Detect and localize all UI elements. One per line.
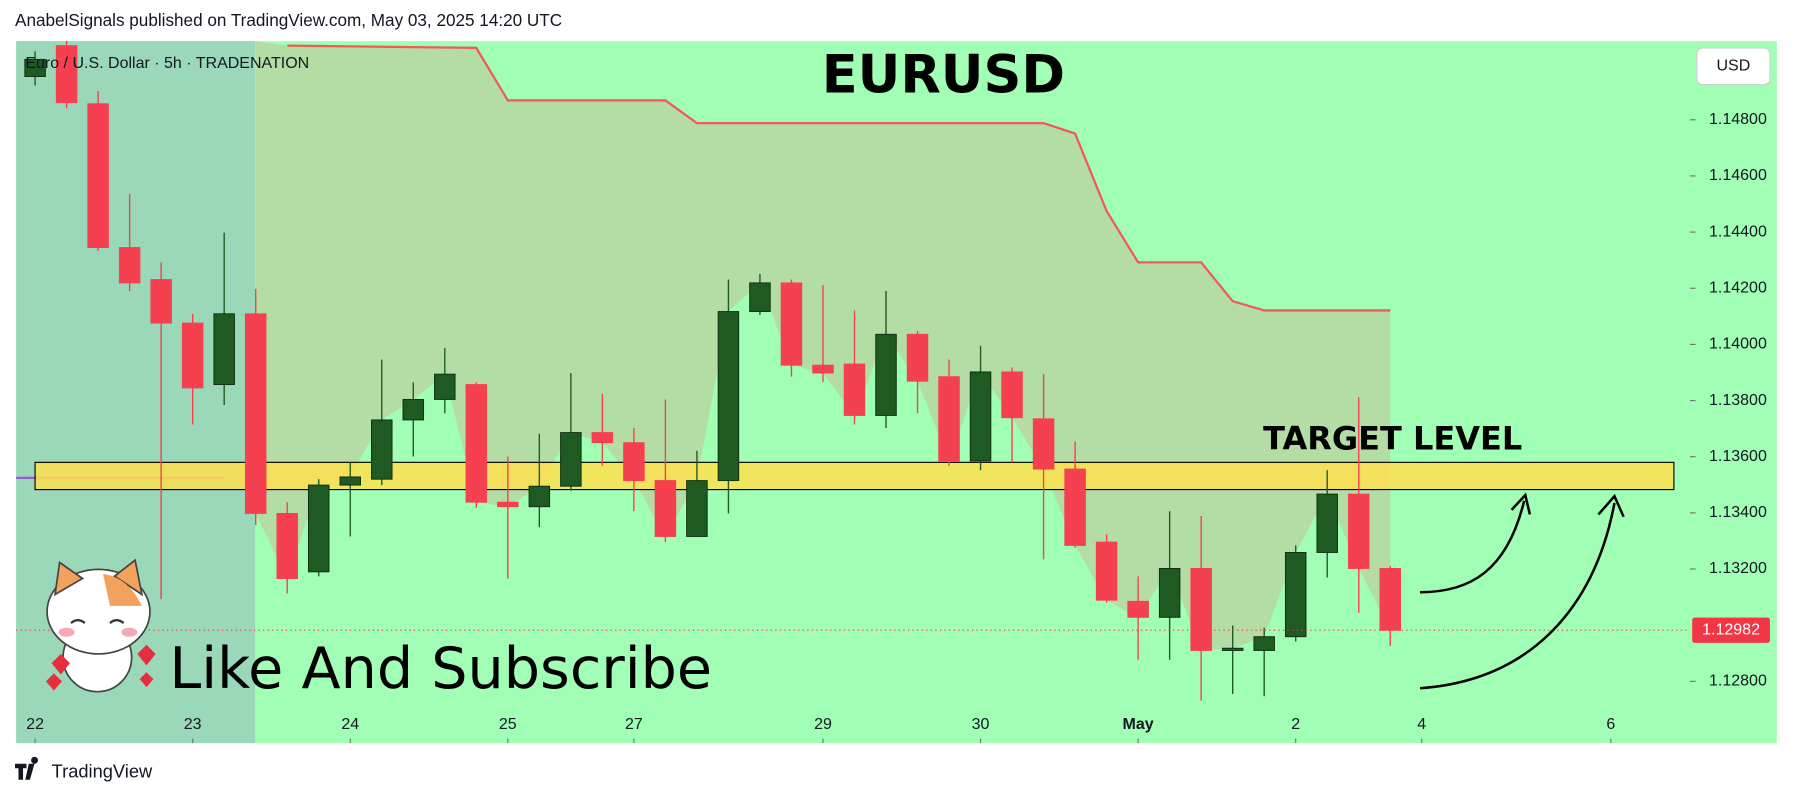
- arrow: [1420, 502, 1616, 690]
- y-tick-label: 1.13800: [1709, 392, 1767, 409]
- chart-title: EURUSD: [822, 44, 1065, 105]
- x-tick-label: 24: [341, 716, 359, 733]
- candle-body: [402, 398, 425, 421]
- y-tick-label: 1.14400: [1709, 223, 1767, 240]
- arrow-head: [1510, 492, 1532, 515]
- candle-body: [623, 442, 645, 482]
- candle-body: [528, 485, 551, 508]
- candle-body: [434, 373, 456, 400]
- footer-brand: TradingView: [52, 761, 153, 782]
- candle-body: [1190, 568, 1212, 651]
- candle-body: [938, 376, 960, 462]
- candle-body: [497, 501, 519, 508]
- x-tick-label: 2: [1291, 716, 1300, 733]
- candle-body: [1284, 552, 1307, 638]
- candle-body: [213, 313, 235, 386]
- candle-body: [371, 419, 393, 480]
- annotation: Like And Subscribe: [169, 636, 712, 702]
- candle-body: [276, 512, 298, 580]
- candle-body: [1253, 636, 1275, 651]
- candle-body: [1032, 418, 1055, 470]
- candle-body: [55, 45, 78, 104]
- currency-button[interactable]: [1696, 47, 1771, 86]
- candle-body: [1095, 541, 1118, 601]
- indicator-line: [287, 44, 1391, 312]
- candle-body: [244, 313, 267, 514]
- x-tick-label: 4: [1417, 716, 1426, 733]
- x-tick-label: 29: [814, 716, 832, 733]
- currency-label: USD: [1716, 58, 1750, 75]
- candle-body: [24, 58, 46, 77]
- cat-sticker: [45, 558, 156, 693]
- candle-body: [780, 282, 803, 366]
- candle-body: [1127, 600, 1149, 618]
- target-zone: [34, 461, 1675, 491]
- candle-body: [686, 480, 708, 537]
- x-tick-label: 22: [26, 716, 44, 733]
- tradingview-logo: [15, 756, 38, 780]
- candle-body: [1064, 468, 1086, 546]
- candle-body: [150, 279, 172, 324]
- candle-body: [591, 432, 614, 444]
- candle-body: [906, 333, 929, 382]
- candle-body: [339, 476, 361, 486]
- last-price-label: 1.12982: [1702, 621, 1760, 638]
- header-text: AnabelSignals published on TradingView.c…: [15, 10, 562, 30]
- y-tick-label: 1.14000: [1709, 336, 1767, 353]
- x-tick-label: 23: [184, 716, 202, 733]
- candle-body: [843, 363, 866, 416]
- candle-body: [717, 311, 740, 482]
- x-tick-label: May: [1123, 716, 1154, 733]
- y-tick-label: 1.13200: [1709, 560, 1767, 577]
- candle-body: [87, 103, 109, 248]
- arrow-head: [1597, 493, 1625, 518]
- y-tick-label: 1.13600: [1709, 448, 1767, 465]
- candle-body: [1316, 493, 1338, 553]
- candle-body: [465, 384, 488, 503]
- y-tick-label: 1.14800: [1709, 111, 1767, 128]
- last-price-box: [1692, 617, 1770, 643]
- candle-body: [1379, 568, 1401, 631]
- arrow: [1420, 500, 1526, 594]
- candle-body: [1001, 371, 1023, 419]
- candle-body: [654, 480, 677, 537]
- x-tick-label: 25: [499, 716, 517, 733]
- y-tick-label: 1.14200: [1709, 279, 1767, 296]
- candle-body: [118, 247, 141, 284]
- symbol-subtitle: Euro / U.S. Dollar · 5h · TRADENATION: [25, 55, 309, 72]
- candle-body: [307, 484, 330, 573]
- candle-body: [1347, 493, 1370, 569]
- candle-body: [181, 322, 204, 389]
- candle-body: [812, 364, 834, 374]
- x-tick-label: 30: [972, 716, 990, 733]
- zone-label: TARGET LEVEL: [1263, 420, 1522, 458]
- candle-body: [1221, 647, 1244, 651]
- candle-body: [1158, 568, 1181, 618]
- candle-body: [560, 432, 582, 487]
- y-tick-label: 1.14600: [1709, 167, 1767, 184]
- y-tick-label: 1.12800: [1709, 673, 1767, 690]
- candle-body: [969, 371, 992, 462]
- candle-body: [875, 333, 897, 416]
- candle-body: [749, 282, 771, 313]
- x-tick-label: 27: [625, 716, 643, 733]
- x-tick-label: 6: [1606, 716, 1615, 733]
- y-tick-label: 1.13400: [1709, 504, 1767, 521]
